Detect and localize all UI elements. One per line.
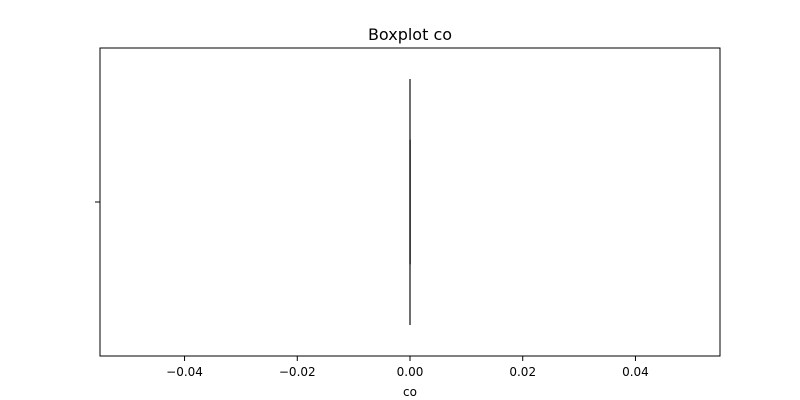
x-tick-label: 0.00 — [397, 365, 424, 379]
box-group — [409, 79, 411, 325]
x-tick-label: 0.04 — [622, 365, 649, 379]
x-tick-label: −0.04 — [166, 365, 203, 379]
x-axis-ticks: −0.04 −0.02 0.00 0.02 0.04 — [166, 356, 649, 379]
chart-title: Boxplot co — [368, 25, 452, 44]
x-axis-label: co — [403, 385, 417, 399]
x-tick-label: 0.02 — [509, 365, 536, 379]
x-tick-label: −0.02 — [279, 365, 316, 379]
